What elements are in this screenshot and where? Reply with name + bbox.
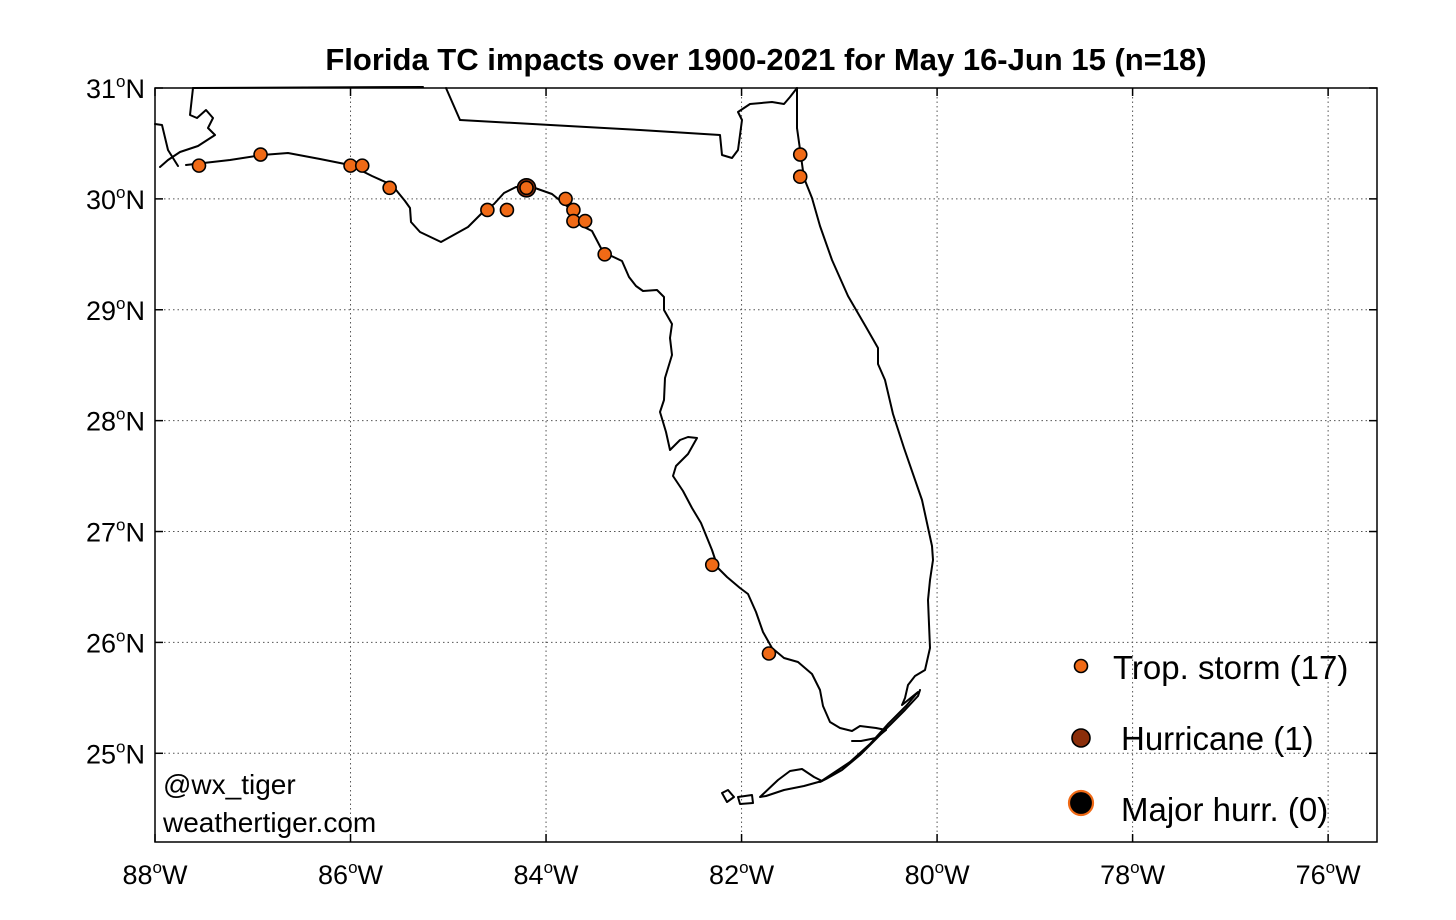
impact-marker-ts [519,180,534,196]
impact-marker-ts [704,557,720,573]
lat-label-unit: N [126,74,146,104]
lat-label-number: 29 [86,296,116,326]
impact-marker-ts [597,247,612,262]
lon-label-number: 82 [709,860,739,890]
degree-symbol: o [1130,858,1139,877]
florida-outline [154,87,887,742]
lon-label: 80oW [905,858,971,890]
credit-website: weathertiger.com [162,807,376,838]
degree-symbol: o [1326,858,1335,877]
degree-symbol: o [116,72,125,91]
lon-label: 86oW [318,858,384,890]
lon-label-unit: W [1140,860,1166,890]
degree-symbol: o [116,516,125,535]
lon-label-unit: W [358,860,384,890]
lat-label-number: 26 [86,628,116,658]
lat-label-number: 25 [86,739,116,769]
legend-label-tropical-storm: Trop. storm (17) [1113,649,1348,686]
degree-symbol: o [116,183,125,202]
degree-symbol: o [739,858,748,877]
impact-marker-ts [191,158,207,173]
lat-label-unit: N [126,518,146,548]
degree-symbol: o [153,858,162,877]
lon-label-unit: W [749,860,775,890]
lat-label-number: 27 [86,518,116,548]
florida-keys [721,768,823,805]
degree-symbol: o [544,858,553,877]
credit-handle: @wx_tiger [163,769,296,800]
lat-label: 27oN [86,516,145,548]
lon-label-number: 88 [123,860,153,890]
coastline [154,86,934,805]
lon-label-number: 86 [318,860,348,890]
lon-label-number: 84 [514,860,544,890]
lat-label-unit: N [126,185,146,215]
lat-label: 29oN [86,294,145,326]
degree-symbol: o [116,626,125,645]
legend-marker-hurricane [1071,728,1091,748]
lat-label: 25oN [86,737,145,769]
legend-marker-tropical-storm [1073,658,1089,674]
lat-label-unit: N [126,296,146,326]
lat-label: 26oN [86,626,145,658]
impact-marker-ts [382,180,397,196]
florida-east-coast [459,87,934,783]
lat-label-number: 30 [86,185,116,215]
lat-label-number: 28 [86,407,116,437]
lat-label: 28oN [86,405,145,437]
lon-label: 84oW [514,858,580,890]
legend: Trop. storm (17) Hurricane (1) Major hur… [1067,649,1348,828]
lon-label-unit: W [1335,860,1361,890]
lon-label-number: 80 [905,860,935,890]
lon-label: 78oW [1100,858,1166,890]
lat-label: 30oN [86,183,145,215]
lat-label-number: 31 [86,74,116,104]
legend-label-hurricane: Hurricane (1) [1121,720,1314,757]
lon-label: 76oW [1296,858,1362,890]
lon-label-unit: W [162,860,188,890]
degree-symbol: o [348,858,357,877]
impact-markers [191,147,808,661]
longitude-labels: 88oW 86oW 84oW 82oW 80oW 78oW 76oW [123,858,1362,890]
lon-label: 82oW [709,858,775,890]
impact-marker-ts [480,202,495,218]
impact-marker-ts [253,147,268,162]
impact-marker-ts [761,646,777,661]
map-title: Florida TC impacts over 1900-2021 for Ma… [325,42,1207,77]
lat-label-unit: N [126,739,146,769]
map-frame [154,87,1378,843]
legend-label-major-hurricane: Major hurr. (0) [1121,791,1328,828]
degree-symbol: o [116,737,125,756]
impact-marker-ts [792,169,808,185]
impact-marker-ts [558,191,573,207]
lat-label-unit: N [126,407,146,437]
lat-label: 31oN [86,72,145,104]
lon-label-unit: W [944,860,970,890]
legend-marker-major-hurricane [1067,789,1095,817]
lon-label-unit: W [553,860,579,890]
impact-marker-ts [792,147,808,162]
degree-symbol: o [116,294,125,313]
impact-marker-ts [577,213,593,229]
lon-label-number: 76 [1296,860,1326,890]
degree-symbol: o [116,405,125,424]
lat-label-unit: N [126,628,146,658]
credits: @wx_tiger weathertiger.com [162,769,376,838]
lon-label: 88oW [123,858,189,890]
degree-symbol: o [935,858,944,877]
lon-label-number: 78 [1100,860,1130,890]
impact-marker-ts [499,202,515,218]
impact-marker-ts [354,158,370,173]
